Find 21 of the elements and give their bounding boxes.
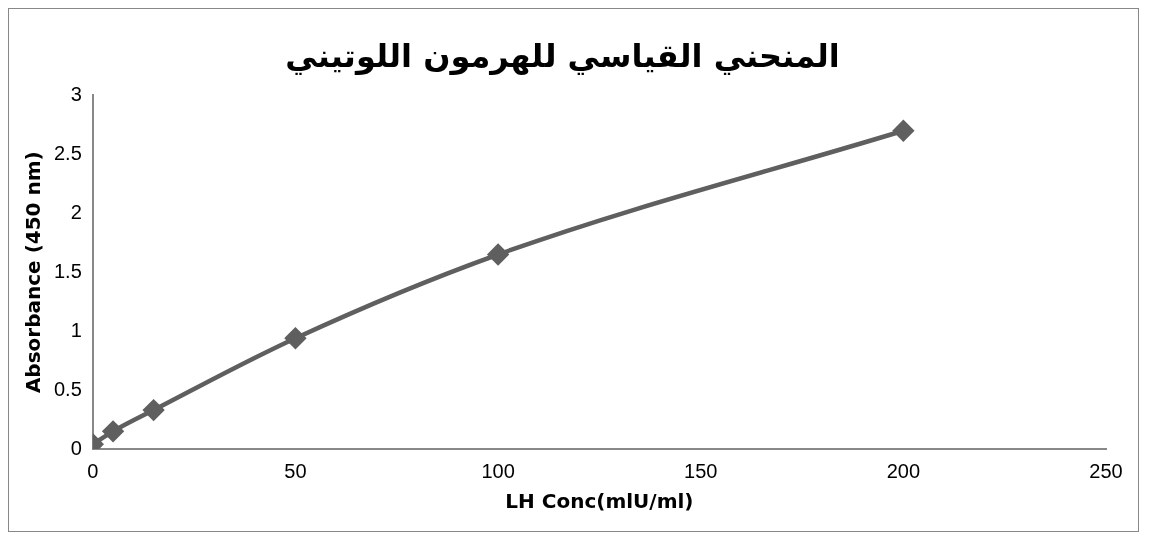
x-tick-label: 150	[684, 459, 718, 482]
y-tick-label: 2	[70, 200, 82, 223]
x-tick-label: 100	[481, 459, 515, 482]
point	[487, 244, 509, 265]
y-tick-label: 3	[70, 82, 82, 105]
x-tick-label: 200	[886, 459, 921, 482]
point	[893, 120, 914, 142]
y-axis-title: Absorbance (450 nm)	[21, 151, 46, 394]
x-tick-label: 50	[284, 459, 307, 482]
y-tick-label: 1.5	[53, 259, 82, 282]
y-tick-label: 0.5	[53, 377, 82, 400]
point	[285, 327, 306, 349]
x-tick-label: 0	[87, 459, 99, 482]
y-tick-label: 1	[70, 318, 82, 341]
x-axis-title: LH Conc(mlU/ml)	[505, 489, 694, 514]
y-tick-label: 0	[70, 436, 82, 459]
point	[102, 421, 124, 442]
chart-title: المنحني القياسي للهرمون اللوتيني	[285, 36, 840, 75]
point	[143, 399, 164, 421]
x-tick-label: 250	[1089, 459, 1123, 482]
y-tick-label: 2.5	[53, 141, 82, 164]
